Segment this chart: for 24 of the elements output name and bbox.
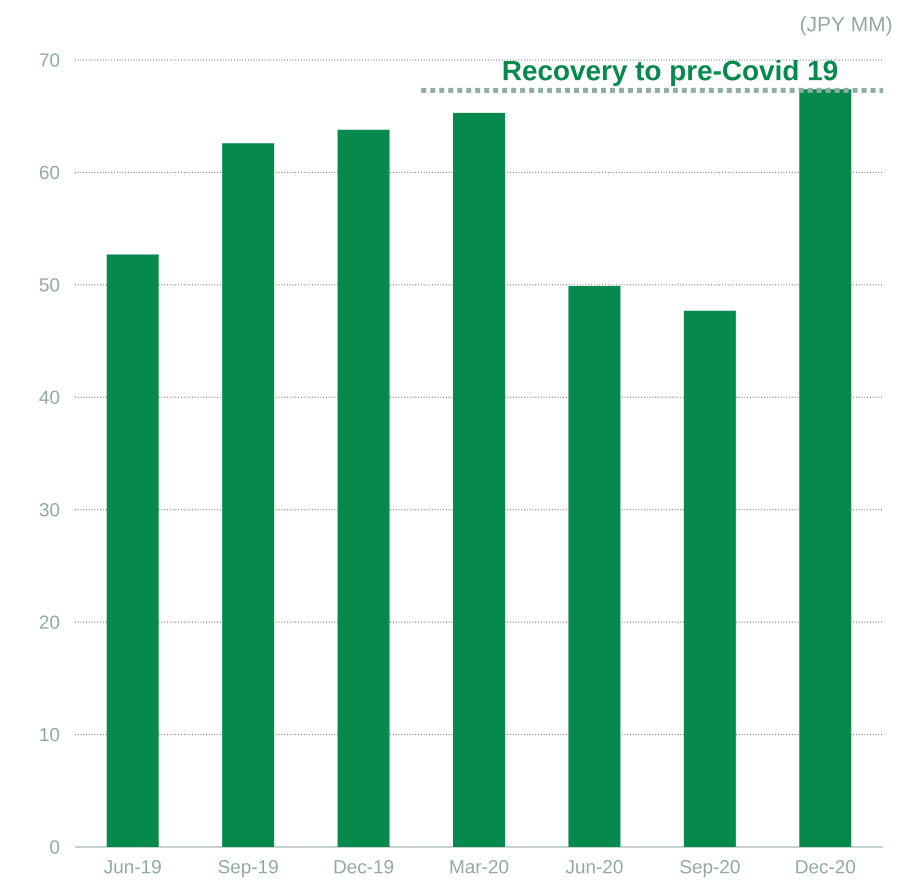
x-tick-label: Mar-20 (450, 860, 508, 874)
y-tick-label: 0 (50, 840, 60, 854)
bar (338, 130, 390, 847)
bar (568, 286, 620, 847)
y-tick-label: 20 (40, 615, 60, 629)
x-tick-label: Dec-20 (796, 860, 856, 874)
bar (106, 254, 159, 847)
x-tick-label: Sep-20 (680, 860, 740, 878)
y-tick-label: 60 (40, 166, 60, 180)
ref-line-label: Recovery to pre-Covid 19 (504, 60, 838, 86)
y-tick-label: 50 (40, 278, 60, 292)
x-tick-label: Jun-19 (104, 860, 161, 874)
bar (222, 143, 274, 847)
y-tick-label: 30 (40, 503, 60, 516)
y-tick-label: 40 (39, 390, 60, 404)
x-tick-label: Sep-19 (218, 860, 278, 878)
y-axis-title: (JPY MM) (800, 16, 892, 36)
bar (799, 89, 852, 847)
bar (684, 310, 736, 847)
y-tick-label: 70 (40, 53, 60, 67)
x-tick-label: Dec-19 (334, 860, 394, 874)
y-tick-label: 10 (40, 728, 60, 742)
x-tick-label: Jun-20 (566, 860, 623, 874)
bar (453, 112, 505, 847)
